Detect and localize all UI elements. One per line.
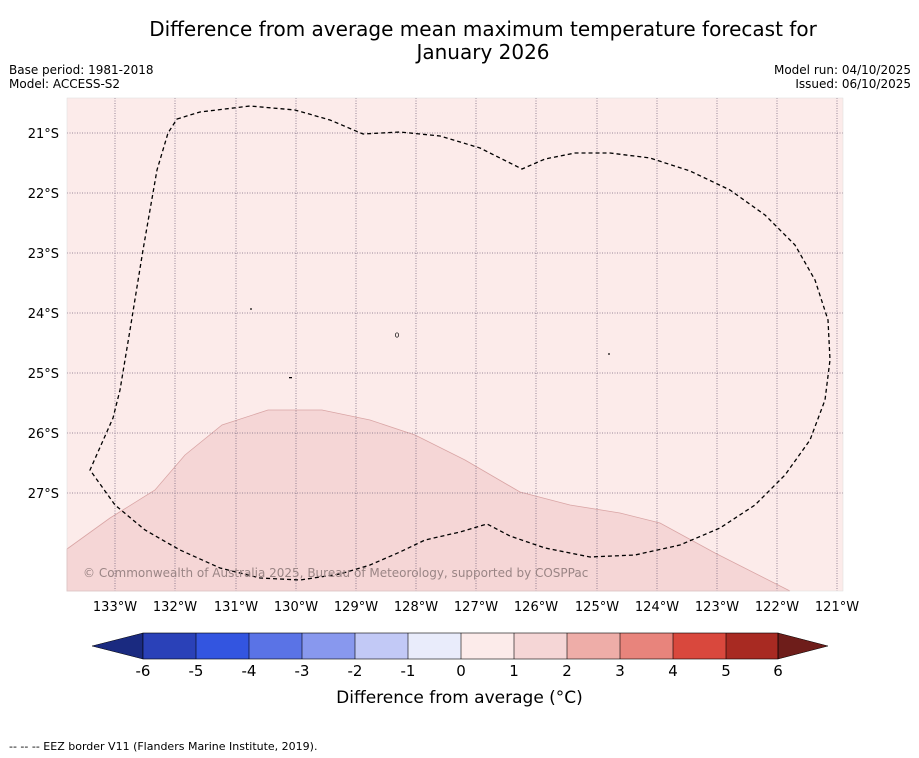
colorbar-label: Difference from average (°C) <box>336 688 583 708</box>
base-period: Base period: 1981-2018 <box>9 63 154 77</box>
lon-label: 124°W <box>635 600 679 615</box>
chart-title-line-1: Difference from average mean maximum tem… <box>149 17 817 41</box>
colorbar-swatch <box>461 633 514 659</box>
colorbar <box>91 632 829 660</box>
colorbar-min-arrow <box>91 632 144 660</box>
colorbar-tick-label: -4 <box>242 662 257 680</box>
colorbar-swatch <box>355 633 408 659</box>
lon-label: 130°W <box>274 600 318 615</box>
colorbar-tick-label: 6 <box>773 662 783 680</box>
colorbar-tick-label: -2 <box>348 662 363 680</box>
colorbar-swatch <box>567 633 620 659</box>
issued-date: Issued: 06/10/2025 <box>795 77 911 91</box>
lon-labels: 133°W 132°W 131°W 130°W 129°W 128°W 127°… <box>93 600 859 615</box>
chart-title: Difference from average mean maximum tem… <box>0 18 919 64</box>
lon-label: 122°W <box>755 600 799 615</box>
map-frame <box>66 97 844 592</box>
colorbar-swatch <box>620 633 673 659</box>
colorbar-tick-label: -5 <box>189 662 204 680</box>
colorbar-tick-label: 3 <box>615 662 625 680</box>
chart-title-line-2: January 2026 <box>416 40 550 64</box>
lon-label: 121°W <box>815 600 859 615</box>
island-marker <box>289 377 292 379</box>
lon-label: 131°W <box>214 600 258 615</box>
colorbar-tick-label: -3 <box>295 662 310 680</box>
colorbar-swatch <box>726 633 778 659</box>
colorbar-swatch <box>249 633 302 659</box>
eez-border <box>89 105 831 581</box>
meta-right: Model run: 04/10/2025 Issued: 06/10/2025 <box>774 63 911 91</box>
colorbar-tick-label: 4 <box>668 662 678 680</box>
colorbar-tick-label: 5 <box>721 662 731 680</box>
lon-label: 125°W <box>575 600 619 615</box>
map-copyright: © Commonwealth of Australia 2025, Bureau… <box>83 566 588 580</box>
colorbar-swatch <box>143 633 196 659</box>
colorbar-swatch <box>408 633 461 659</box>
lon-label: 129°W <box>334 600 378 615</box>
island-marker <box>608 353 610 355</box>
model-run: Model run: 04/10/2025 <box>773 63 911 77</box>
colorbar-max-arrow <box>777 632 829 660</box>
lon-label: 126°W <box>514 600 558 615</box>
lat-label: 21°S <box>28 127 59 142</box>
colorbar-swatch <box>514 633 567 659</box>
island-marker <box>250 308 252 310</box>
lat-label: 24°S <box>28 307 59 322</box>
island-marker <box>395 332 399 338</box>
colorbar-tick-label: 0 <box>456 662 466 680</box>
lat-label: 22°S <box>28 187 59 202</box>
colorbar-swatch <box>196 633 249 659</box>
colorbar-frame <box>142 632 779 660</box>
colorbar-swatch <box>302 633 355 659</box>
colorbar-swatch <box>673 633 726 659</box>
colorbar-tick-label: 2 <box>562 662 572 680</box>
lon-label: 123°W <box>695 600 739 615</box>
lon-label: 127°W <box>454 600 498 615</box>
lon-label: 128°W <box>394 600 438 615</box>
lat-label: 23°S <box>28 247 59 262</box>
lat-label: 25°S <box>28 367 59 382</box>
footnote: -- -- -- EEZ border V11 (Flanders Marine… <box>9 740 318 753</box>
islands <box>250 308 610 379</box>
colorbar-tick-label: -1 <box>401 662 416 680</box>
lat-label: 27°S <box>28 487 59 502</box>
lat-labels: 21°S 22°S 23°S 24°S 25°S 26°S 27°S <box>28 127 59 502</box>
colorbar-ticks: -6 -5 -4 -3 -2 -1 0 1 2 3 4 5 6 <box>136 662 783 680</box>
lat-label: 26°S <box>28 427 59 442</box>
lon-label: 133°W <box>93 600 137 615</box>
lon-label: 132°W <box>153 600 197 615</box>
model-name: Model: ACCESS-S2 <box>9 77 121 91</box>
colorbar-tick-label: -6 <box>136 662 151 680</box>
map-gridlines <box>67 98 843 591</box>
meta-left: Base period: 1981-2018 Model: ACCESS-S2 <box>9 63 154 91</box>
colorbar-tick-label: 1 <box>509 662 519 680</box>
anomaly-region-1-to-2 <box>66 409 791 592</box>
